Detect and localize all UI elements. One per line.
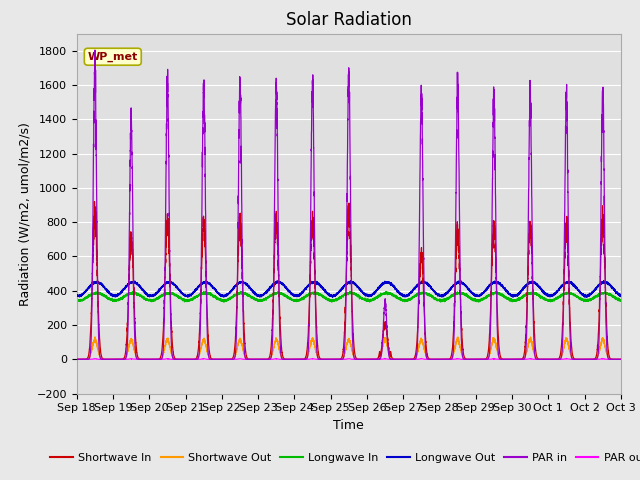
Y-axis label: Radiation (W/m2, umol/m2/s): Radiation (W/m2, umol/m2/s) <box>18 121 31 306</box>
X-axis label: Time: Time <box>333 419 364 432</box>
Text: WP_met: WP_met <box>88 51 138 62</box>
Legend: Shortwave In, Shortwave Out, Longwave In, Longwave Out, PAR in, PAR out: Shortwave In, Shortwave Out, Longwave In… <box>46 448 640 467</box>
Title: Solar Radiation: Solar Radiation <box>286 11 412 29</box>
